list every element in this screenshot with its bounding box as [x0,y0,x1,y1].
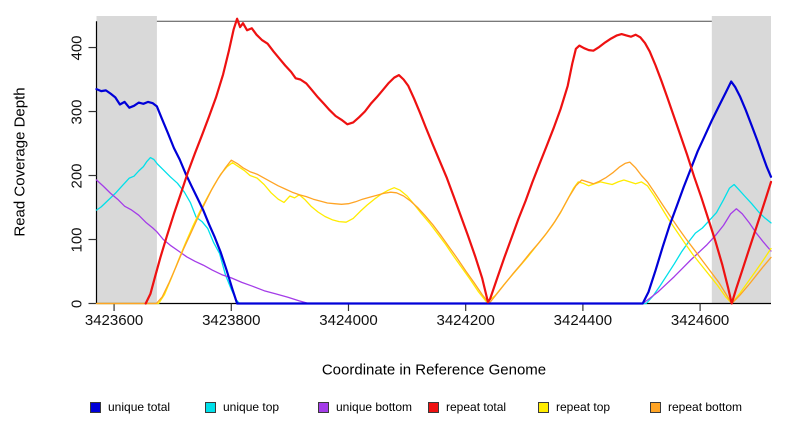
legend-item-repeat-total: repeat total [428,400,506,414]
legend-swatch-unique-bottom [318,401,329,413]
shaded-region [96,16,157,304]
legend-swatch-repeat-top [538,401,549,413]
legend-swatch-repeat-total [428,401,439,413]
legend-item-repeat-bottom: repeat bottom [650,400,742,414]
series-line-repeat-total [144,17,773,305]
series-line-unique-total [95,80,773,305]
shaded-region [711,16,771,304]
legend-label: unique bottom [336,400,413,414]
legend-swatch-unique-top [205,401,216,413]
legend-label: repeat top [556,400,611,414]
legend-label: unique total [108,400,171,414]
series-line-unique-top [95,156,772,305]
legend-label: unique top [223,400,280,414]
legend-item-unique-top: unique top [205,400,279,414]
legend-item-repeat-top: repeat top [538,400,610,414]
legend-item-unique-bottom: unique bottom [318,400,412,414]
legend-label: repeat bottom [668,400,743,414]
legend-swatch-repeat-bottom [650,401,661,413]
series-line-repeat-top [95,162,772,305]
legend-label: repeat total [446,400,507,414]
series-line-unique-bottom [95,179,772,305]
legend-swatch-unique-total [90,401,101,413]
legend-item-unique-total: unique total [90,400,170,414]
series-line-repeat-bottom [95,159,772,305]
